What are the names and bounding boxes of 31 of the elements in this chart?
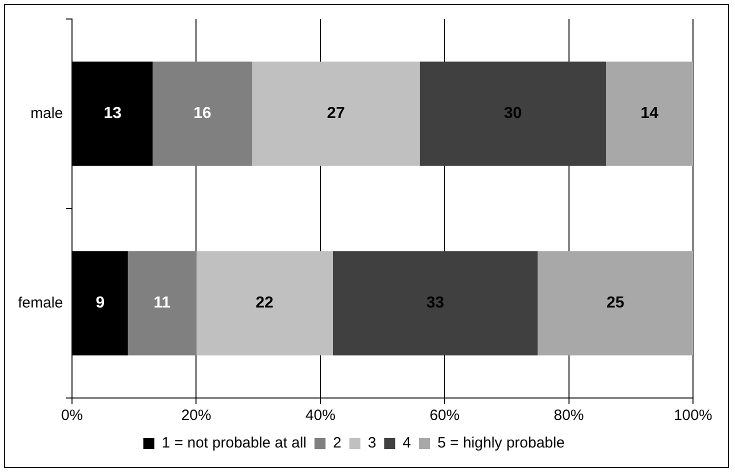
legend-label: 5 = highly probable bbox=[438, 434, 565, 452]
data-label: 14 bbox=[640, 105, 659, 122]
bar bbox=[538, 251, 693, 356]
x-tick-label: 80% bbox=[554, 407, 584, 424]
data-label: 30 bbox=[504, 105, 522, 122]
data-label: 13 bbox=[104, 105, 122, 122]
legend-label: 1 = not probable at all bbox=[162, 434, 307, 452]
data-label: 11 bbox=[154, 294, 171, 312]
bar bbox=[128, 251, 196, 356]
legend-label: 2 bbox=[332, 434, 342, 452]
bar bbox=[252, 62, 420, 166]
bar bbox=[196, 251, 333, 356]
bar bbox=[332, 251, 538, 356]
data-label: 25 bbox=[606, 294, 624, 312]
x-tick-label: 60% bbox=[430, 407, 460, 424]
x-tick-label: 100% bbox=[674, 407, 712, 424]
bar bbox=[420, 62, 606, 166]
data-label: 16 bbox=[194, 105, 212, 122]
data-label: 22 bbox=[256, 294, 274, 312]
legend-label: 4 bbox=[402, 434, 412, 452]
data-label: 33 bbox=[426, 294, 444, 312]
data-label: 9 bbox=[96, 294, 105, 312]
x-tick-label: 0% bbox=[61, 407, 83, 424]
y-tick-label: male bbox=[30, 104, 64, 122]
x-tick-label: 20% bbox=[181, 407, 212, 424]
y-tick-label: female bbox=[18, 294, 64, 312]
bar bbox=[606, 62, 693, 166]
bar bbox=[152, 62, 252, 166]
x-tick-label: 40% bbox=[305, 407, 336, 424]
data-label: 27 bbox=[327, 105, 345, 122]
legend-label: 3 bbox=[368, 434, 376, 452]
